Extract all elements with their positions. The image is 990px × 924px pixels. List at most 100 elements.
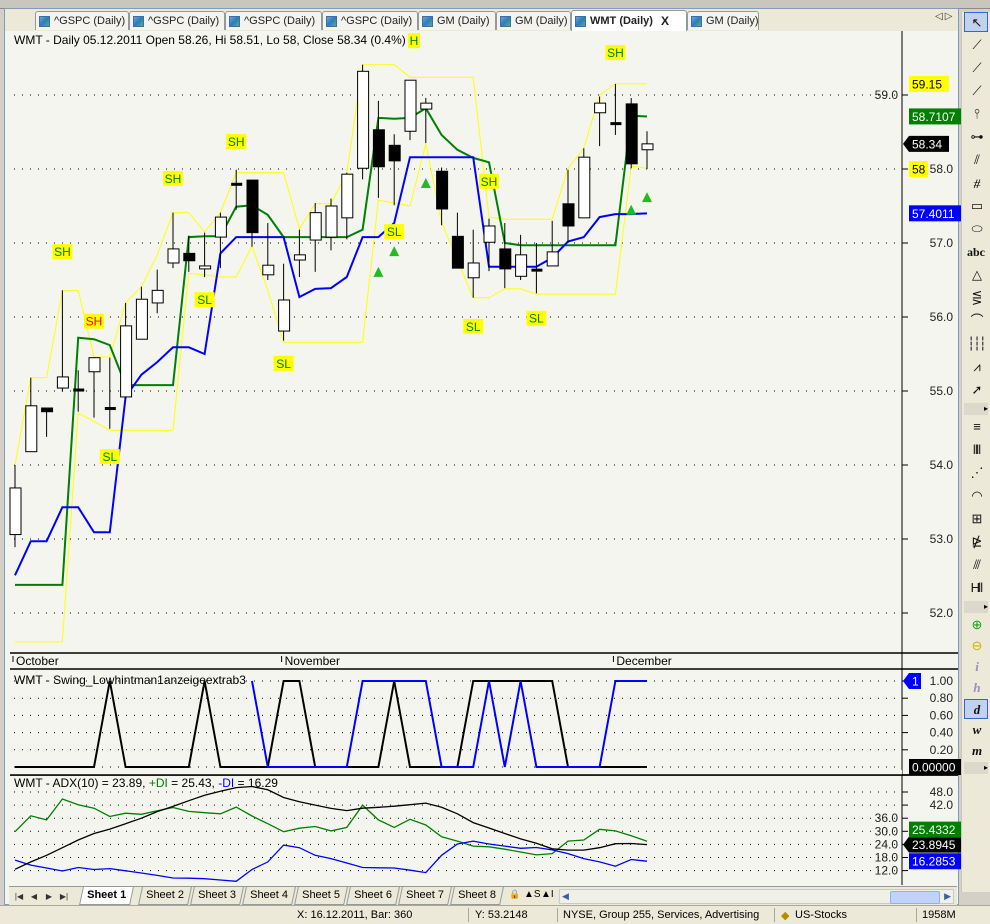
tab--gspc-daily-3[interactable]: ^GSPC (Daily) bbox=[322, 11, 418, 30]
rectangle-icon[interactable]: ▭ bbox=[970, 198, 983, 213]
scroll-left-arrow[interactable]: ◀ bbox=[562, 891, 569, 901]
cycles-icon[interactable]: ┆┆┆ bbox=[967, 336, 986, 351]
sheet-tab-7[interactable]: Sheet 7 bbox=[398, 887, 452, 905]
sheet-tab-8[interactable]: Sheet 8 bbox=[450, 887, 504, 905]
fib-fan-icon[interactable]: ⋰ bbox=[970, 465, 984, 480]
scale-i-button[interactable]: ▲I bbox=[541, 889, 554, 900]
pointer-icon[interactable]: ↖ bbox=[964, 12, 988, 32]
line-icon[interactable]: ⟋ bbox=[972, 37, 981, 52]
toolbar-grip[interactable]: ▸ bbox=[964, 601, 988, 613]
swing-label-bg bbox=[605, 45, 626, 61]
swing-label-group: SL bbox=[273, 355, 294, 371]
interval-daily-icon[interactable]: d bbox=[964, 699, 988, 719]
axis-tick-label: 55.0 bbox=[930, 384, 954, 398]
swing-label-group: SL bbox=[463, 318, 484, 334]
candle bbox=[641, 131, 654, 169]
candle-body-up bbox=[546, 251, 559, 267]
tab-gm-daily-7[interactable]: GM (Daily) bbox=[687, 11, 759, 30]
interval-weekly-icon[interactable]: w bbox=[972, 722, 982, 737]
tab--gspc-daily-0[interactable]: ^GSPC (Daily) bbox=[35, 11, 129, 30]
sheet-tab-5[interactable]: Sheet 5 bbox=[294, 887, 348, 905]
next-sheet-button[interactable]: ▶ bbox=[45, 892, 53, 901]
extended-line-icon[interactable]: ⟋ bbox=[972, 83, 981, 98]
interval-intraday-icon[interactable]: i bbox=[975, 659, 979, 674]
tab-label: WMT (Daily) bbox=[590, 15, 653, 27]
sheet-tab-1[interactable]: Sheet 1 bbox=[79, 887, 135, 905]
candle-body-up bbox=[135, 298, 148, 340]
sheet-tab-3[interactable]: Sheet 3 bbox=[190, 887, 244, 905]
swing-label-bg bbox=[52, 244, 73, 260]
status-database[interactable]: US-Stocks bbox=[795, 909, 847, 921]
axis-tick-label: 48.0 bbox=[930, 785, 954, 799]
scale-s-button[interactable]: ▲S bbox=[524, 889, 541, 900]
zigzag-icon[interactable]: ⩘ bbox=[973, 359, 980, 374]
candle-body-down bbox=[562, 203, 575, 227]
tab-wmt-daily-6[interactable]: WMT (Daily) X bbox=[571, 10, 687, 31]
candle bbox=[25, 377, 38, 453]
scrollbar-thumb[interactable] bbox=[890, 891, 940, 904]
candle-body-up bbox=[357, 70, 370, 169]
value-badge-arrow bbox=[903, 135, 949, 152]
value-badge-text: 58.7107 bbox=[912, 110, 956, 124]
interval-monthly-icon[interactable]: m bbox=[971, 743, 982, 758]
sheet-tab-6[interactable]: Sheet 6 bbox=[346, 887, 400, 905]
sheet-tab-4[interactable]: Sheet 4 bbox=[242, 887, 296, 905]
channel-icon[interactable]: ⧣ bbox=[973, 175, 980, 190]
interval-hourly-icon[interactable]: h bbox=[973, 680, 980, 695]
ray-icon[interactable]: ⟋ bbox=[972, 60, 981, 75]
fib-timezones-icon[interactable]: ‖‖ bbox=[972, 442, 982, 457]
first-sheet-button[interactable]: |◀ bbox=[14, 892, 24, 901]
candle-body-up bbox=[88, 357, 101, 373]
month-label: December bbox=[616, 654, 671, 668]
value-badge-text: 23.8945 bbox=[912, 838, 956, 852]
horizontal-scrollbar[interactable]: ◀ ▶ bbox=[559, 889, 954, 904]
candle bbox=[451, 212, 464, 269]
swing-label: SL bbox=[529, 312, 544, 326]
toolbar-grip[interactable]: ▸ bbox=[964, 403, 988, 415]
zoom-in-icon[interactable]: ⊕ bbox=[971, 617, 983, 632]
gann-fan-icon[interactable]: ⋭ bbox=[971, 534, 983, 549]
chart-background bbox=[5, 31, 958, 885]
toolbar-grip[interactable]: ▸ bbox=[964, 762, 988, 774]
andrews-pitchfork-icon[interactable]: ⋚ bbox=[971, 290, 983, 305]
cycle-lines-icon[interactable]: H‖ bbox=[970, 580, 984, 595]
tab-scroll-arrows[interactable]: ◁▷ bbox=[935, 11, 955, 22]
axis-tick-label: 56.0 bbox=[930, 310, 954, 324]
candle-body-down bbox=[388, 144, 401, 162]
swing-label-bg bbox=[408, 33, 420, 49]
zoom-out-icon[interactable]: ⊖ bbox=[971, 638, 983, 653]
swing-blue-line bbox=[251, 680, 647, 768]
vertical-line-icon[interactable]: ⫯ bbox=[974, 106, 980, 121]
tab-gm-daily-4[interactable]: GM (Daily) bbox=[418, 11, 496, 30]
sheet-tab-2[interactable]: Sheet 2 bbox=[138, 887, 192, 905]
candle-body-up bbox=[578, 156, 591, 219]
text-icon[interactable]: abc bbox=[967, 245, 985, 259]
triangle-icon[interactable]: △ bbox=[972, 267, 982, 282]
lock-icon[interactable]: 🔒 bbox=[509, 889, 521, 899]
fib-retracement-icon[interactable]: ≡ bbox=[973, 419, 981, 434]
swing-label-group: SH bbox=[226, 133, 247, 149]
fib-extension-icon[interactable]: ⫻ bbox=[973, 557, 981, 572]
arc-icon[interactable]: ⌒ bbox=[970, 313, 983, 328]
candle-body-up bbox=[120, 325, 133, 398]
parallel-lines-icon[interactable]: ⫽ bbox=[974, 152, 980, 167]
gann-square-icon[interactable]: ⊞ bbox=[971, 511, 983, 526]
tab--gspc-daily-2[interactable]: ^GSPC (Daily) bbox=[225, 11, 322, 30]
candle-body-up bbox=[151, 289, 164, 304]
tab--gspc-daily-1[interactable]: ^GSPC (Daily) bbox=[129, 11, 225, 30]
last-sheet-button[interactable]: ▶| bbox=[59, 892, 69, 901]
sheet-tab-label: Sheet 7 bbox=[406, 889, 445, 901]
sheet-tab-label: Sheet 4 bbox=[250, 889, 289, 901]
fib-arcs-icon[interactable]: ◠ bbox=[971, 488, 982, 503]
sheet-tab-label: Sheet 3 bbox=[198, 889, 237, 901]
scroll-right-arrow[interactable]: ▶ bbox=[944, 891, 951, 901]
buy-arrow-icon bbox=[420, 178, 431, 189]
close-icon[interactable]: X bbox=[660, 14, 669, 28]
arrow-icon[interactable]: ➚ bbox=[971, 382, 983, 397]
tab-gm-daily-5[interactable]: GM (Daily) bbox=[496, 11, 571, 30]
horizontal-line-icon[interactable]: ⊶ bbox=[970, 129, 984, 144]
prev-sheet-button[interactable]: ◀ bbox=[30, 892, 38, 901]
ellipse-icon[interactable]: ⬭ bbox=[971, 221, 982, 236]
candle-body-up bbox=[309, 212, 322, 241]
